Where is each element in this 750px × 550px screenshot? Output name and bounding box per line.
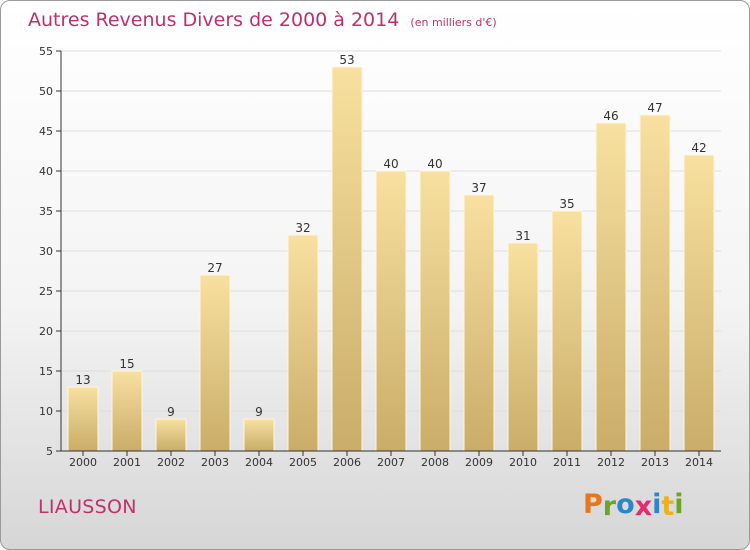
x-tick-label-2008: 2008: [421, 456, 449, 469]
y-tick-label: 45: [39, 125, 53, 138]
x-tick-label-2004: 2004: [245, 456, 273, 469]
data-label-2001: 15: [119, 357, 134, 371]
chart-unit-note: (en milliers d'€): [410, 16, 497, 29]
y-tick-label: 25: [39, 285, 53, 298]
logo-letter: i: [652, 489, 662, 520]
bar-2008: [419, 170, 451, 452]
x-tick-label-2007: 2007: [377, 456, 405, 469]
y-tick-label: 40: [39, 165, 53, 178]
y-tick-label: 5: [46, 445, 53, 458]
bar-2002: [155, 418, 187, 452]
data-label-2003: 27: [207, 261, 222, 275]
bar-2009: [463, 194, 495, 452]
place-name: LIAUSSON: [38, 496, 137, 518]
x-tick-label-2012: 2012: [597, 456, 625, 469]
bar-2011: [551, 210, 583, 452]
bar-2012: [595, 122, 627, 452]
data-label-2010: 31: [515, 229, 530, 243]
x-tick-label-2013: 2013: [641, 456, 669, 469]
x-tick-label-2010: 2010: [509, 456, 537, 469]
bar-2006: [331, 66, 363, 452]
logo-letter: i: [674, 489, 684, 520]
bar-2014: [683, 154, 715, 452]
x-tick-label-2014: 2014: [685, 456, 713, 469]
bar-2007: [375, 170, 407, 452]
data-label-2007: 40: [383, 157, 398, 171]
data-label-2009: 37: [471, 181, 486, 195]
data-label-2013: 47: [647, 101, 662, 115]
bar-2001: [111, 370, 143, 452]
x-tick-label-2000: 2000: [69, 456, 97, 469]
bar-2013: [639, 114, 671, 452]
logo-letter: o: [616, 489, 635, 520]
y-tick-label: 35: [39, 205, 53, 218]
y-tick-label: 20: [39, 325, 53, 338]
x-tick-label-2003: 2003: [201, 456, 229, 469]
data-label-2000: 13: [75, 373, 90, 387]
bars: [67, 66, 715, 452]
data-label-2014: 42: [691, 141, 706, 155]
data-label-2005: 32: [295, 221, 310, 235]
data-label-2004: 9: [255, 405, 263, 419]
proxiti-logo: Proxiti: [583, 489, 684, 522]
data-label-2002: 9: [167, 405, 175, 419]
y-tick-label: 30: [39, 245, 53, 258]
data-label-2011: 35: [559, 197, 574, 211]
y-tick-label: 50: [39, 85, 53, 98]
chart-title: Autres Revenus Divers de 2000 à 2014: [28, 9, 400, 31]
axes: [56, 50, 721, 456]
bar-2003: [199, 274, 231, 452]
x-tick-label-2005: 2005: [289, 456, 317, 469]
x-tick-label-2006: 2006: [333, 456, 361, 469]
y-tick-label: 10: [39, 405, 53, 418]
labels: 5 10 15 20 25 30 35 40 45 50 55 13 2000 15 2001 9 2002 27…: [39, 45, 713, 469]
y-tick-label: 55: [39, 45, 53, 58]
logo-letter: x: [634, 491, 653, 522]
data-label-2012: 46: [603, 109, 618, 123]
y-tick-label: 15: [39, 365, 53, 378]
logo-letter: t: [661, 491, 675, 522]
data-label-2008: 40: [427, 157, 442, 171]
x-tick-label-2002: 2002: [157, 456, 185, 469]
bar-2010: [507, 242, 539, 452]
bar-2000: [67, 386, 99, 452]
title-row: Autres Revenus Divers de 2000 à 2014 (en…: [28, 9, 497, 31]
data-label-2006: 53: [339, 53, 354, 67]
x-tick-label-2011: 2011: [553, 456, 581, 469]
bar-2004: [243, 418, 275, 452]
x-tick-label-2009: 2009: [465, 456, 493, 469]
logo-letter: P: [583, 489, 603, 520]
x-tick-label-2001: 2001: [113, 456, 141, 469]
bar-2005: [287, 234, 319, 452]
logo-letter: r: [602, 491, 617, 522]
